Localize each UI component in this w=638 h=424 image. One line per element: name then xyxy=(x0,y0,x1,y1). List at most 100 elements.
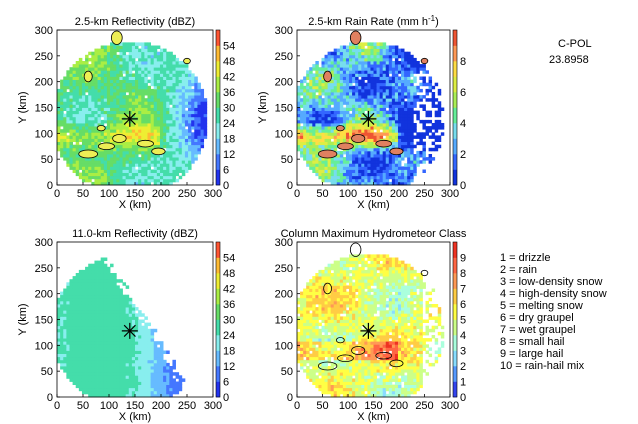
colorbar-swatch xyxy=(216,169,220,186)
data-cell xyxy=(309,132,313,136)
data-cell xyxy=(138,369,142,373)
data-cell xyxy=(434,98,439,102)
data-cell xyxy=(106,282,111,286)
data-cell xyxy=(407,64,411,68)
data-cell xyxy=(103,304,108,308)
data-cell xyxy=(97,356,102,361)
data-cell xyxy=(60,119,64,124)
data-cell xyxy=(125,378,130,382)
data-cell xyxy=(94,375,98,379)
data-cell xyxy=(385,51,390,56)
data-cell xyxy=(147,341,151,345)
data-cell xyxy=(97,276,102,280)
data-cell xyxy=(97,160,102,164)
data-cell xyxy=(358,110,362,115)
data-cell xyxy=(321,88,325,93)
data-cell xyxy=(184,160,189,164)
data-cell xyxy=(125,307,130,311)
data-cell xyxy=(69,76,73,80)
data-cell xyxy=(401,51,405,56)
data-cell xyxy=(376,45,381,49)
data-cell xyxy=(355,110,359,115)
data-cell xyxy=(138,175,142,180)
data-cell xyxy=(153,362,158,367)
data-cell xyxy=(119,322,123,327)
data-cell xyxy=(125,390,130,395)
data-cell xyxy=(72,372,77,376)
data-field xyxy=(297,42,445,186)
data-cell xyxy=(106,123,111,127)
data-cell xyxy=(422,64,426,68)
data-cell xyxy=(75,276,80,280)
contour xyxy=(349,30,362,45)
data-cell xyxy=(385,166,390,170)
data-cell xyxy=(94,126,98,130)
data-cell xyxy=(85,129,89,133)
data-cell xyxy=(379,64,384,68)
data-cell xyxy=(169,51,173,56)
data-cell xyxy=(122,372,127,376)
data-cell xyxy=(122,378,127,382)
data-cell xyxy=(324,119,328,124)
data-cell xyxy=(128,70,133,74)
data-cell xyxy=(85,64,89,68)
data-cell xyxy=(163,67,167,71)
data-cell xyxy=(397,129,402,133)
data-cell xyxy=(339,154,344,158)
data-cell xyxy=(147,42,151,46)
data-cell xyxy=(342,57,347,62)
data-cell xyxy=(309,116,313,121)
data-cell xyxy=(394,154,399,158)
data-cell xyxy=(135,51,139,56)
data-cell xyxy=(172,132,176,136)
data-cell xyxy=(361,76,365,80)
data-cell xyxy=(100,347,105,351)
data-cell xyxy=(339,169,344,173)
data-cell xyxy=(75,70,80,74)
data-cell xyxy=(370,88,374,93)
data-cell xyxy=(100,257,105,261)
data-cell xyxy=(159,57,164,62)
data-cell xyxy=(376,126,381,130)
data-cell xyxy=(169,70,173,74)
data-cell xyxy=(391,64,396,68)
radar-marker xyxy=(121,322,138,339)
data-cell xyxy=(422,123,426,127)
data-cell xyxy=(72,154,77,158)
data-cell xyxy=(131,307,136,311)
data-cell xyxy=(358,175,362,180)
data-cell xyxy=(382,82,387,87)
data-cell xyxy=(103,157,108,161)
data-cell xyxy=(197,138,201,142)
data-cell xyxy=(401,98,405,102)
data-cell xyxy=(178,88,183,93)
data-cell xyxy=(188,150,192,155)
data-cell xyxy=(81,61,86,65)
data-cell xyxy=(342,160,347,164)
data-cell xyxy=(178,116,183,121)
data-cell xyxy=(103,269,108,274)
data-cell xyxy=(203,135,208,139)
data-cell xyxy=(128,45,133,49)
data-cell xyxy=(147,366,151,370)
data-cell xyxy=(339,175,344,180)
data-cell xyxy=(125,154,130,158)
data-cell xyxy=(194,92,198,96)
data-cell xyxy=(94,285,98,289)
data-cell xyxy=(388,126,393,130)
data-cell xyxy=(91,378,95,382)
data-cell xyxy=(97,297,102,302)
data-cell xyxy=(333,98,338,102)
data-cell xyxy=(72,297,77,302)
data-cell xyxy=(125,98,130,102)
data-cell xyxy=(63,297,67,302)
data-cell xyxy=(327,67,332,71)
data-cell xyxy=(63,129,67,133)
data-cell xyxy=(97,285,102,289)
data-cell xyxy=(425,88,429,93)
data-cell xyxy=(81,285,86,289)
data-cell xyxy=(144,353,148,358)
data-cell xyxy=(373,45,377,49)
data-cell xyxy=(169,61,173,65)
data-cell xyxy=(428,85,433,90)
